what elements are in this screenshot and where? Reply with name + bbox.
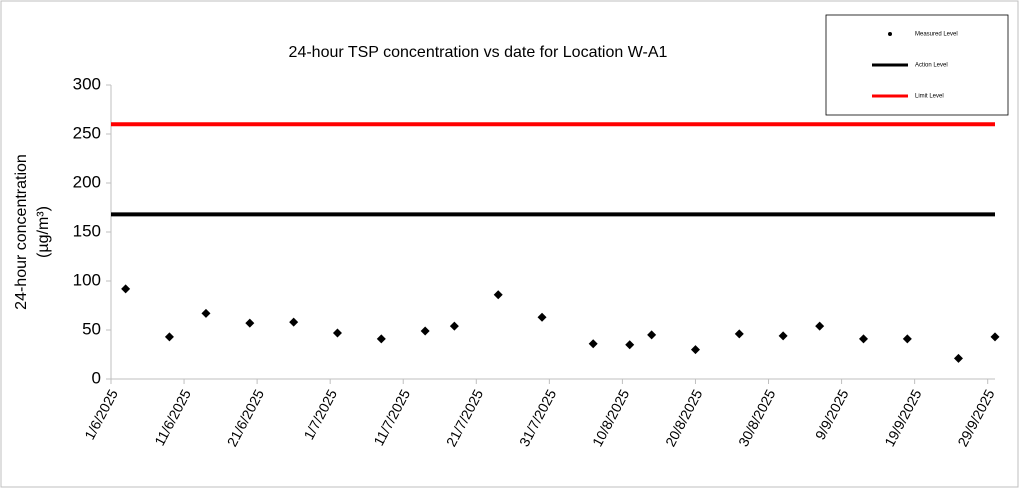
data-point: [902, 334, 912, 344]
data-point: [647, 330, 657, 340]
legend-label: Measured Level: [915, 32, 958, 38]
data-point: [734, 329, 744, 339]
legend-label: Action Level: [915, 63, 948, 69]
data-point: [376, 334, 386, 344]
y-axis-label: (µg/m³): [35, 206, 52, 258]
y-tick-label: 150: [73, 221, 101, 240]
legend-marker: [888, 32, 892, 36]
data-point: [815, 321, 825, 331]
legend-box: [825, 14, 1009, 116]
data-point: [537, 312, 547, 322]
y-tick-label: 200: [73, 172, 101, 191]
data-point: [778, 331, 788, 341]
y-tick-label: 0: [92, 368, 101, 387]
chart-title: 24-hour TSP concentration vs date for Lo…: [289, 44, 668, 61]
y-tick-label: 100: [73, 270, 101, 289]
data-point: [245, 318, 255, 328]
data-point: [588, 339, 598, 349]
data-point: [953, 353, 963, 363]
y-tick-label: 250: [73, 123, 101, 142]
legend-label: Limit Level: [915, 94, 944, 100]
data-point: [990, 332, 1000, 342]
y-tick-label: 300: [73, 74, 101, 93]
data-point: [164, 332, 174, 342]
data-point: [121, 284, 131, 294]
data-point: [449, 321, 459, 331]
data-point: [289, 317, 299, 327]
data-point: [332, 328, 342, 338]
data-point: [690, 345, 700, 355]
data-point: [858, 334, 868, 344]
data-point: [420, 326, 430, 336]
data-point: [625, 340, 635, 350]
data-point: [201, 308, 211, 318]
data-point: [493, 290, 503, 300]
y-axis-label: 24-hour concentration: [13, 154, 30, 310]
y-tick-label: 50: [82, 319, 101, 338]
